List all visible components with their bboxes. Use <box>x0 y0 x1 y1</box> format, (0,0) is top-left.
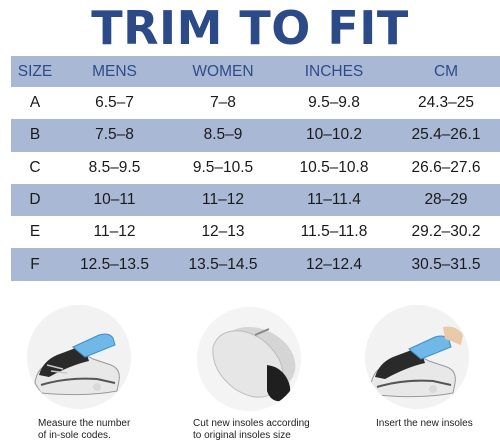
cell-cm: 24.3–25 <box>417 94 475 112</box>
table-row: F 12.5–13.5 13.5–14.5 12–12.4 30.5–31.5 <box>11 248 500 281</box>
cell-size: F <box>30 255 40 273</box>
cell-inches: 11.5–11.8 <box>300 223 368 241</box>
cell-mens: 7.5–8 <box>95 126 134 144</box>
step1-caption-line2: of in-sole codes. <box>38 430 111 441</box>
cell-size: D <box>29 191 41 209</box>
step2-caption: Cut new insoles according to original in… <box>193 418 310 442</box>
sneaker-with-insole-icon <box>27 305 131 409</box>
cell-inches: 10.5–10.8 <box>299 158 369 176</box>
cell-cm: 28–29 <box>424 191 468 209</box>
step1-caption-line1: Measure the number <box>38 418 131 429</box>
table-header-row: SIZE MENS WOMEN INCHES CM <box>11 56 500 87</box>
step3-caption-line1: Insert the new insoles <box>376 418 473 429</box>
insole-cutting-icon <box>197 307 301 411</box>
cell-mens: 6.5–7 <box>95 94 134 112</box>
cell-women: 7–8 <box>210 94 236 112</box>
cell-cm: 29.2–30.2 <box>411 223 481 241</box>
cell-mens: 11–12 <box>93 223 136 241</box>
table-row: E 11–12 12–13 11.5–11.8 29.2–30.2 <box>11 216 500 248</box>
cell-cm: 30.5–31.5 <box>411 255 481 273</box>
header-size: SIZE <box>17 62 53 80</box>
table-row: C 8.5–9.5 9.5–10.5 10.5–10.8 26.6–27.6 <box>11 152 500 184</box>
header-mens: MENS <box>92 62 137 80</box>
cell-mens: 8.5–9.5 <box>88 158 141 176</box>
step3-image <box>365 305 469 409</box>
cell-inches: 12–12.4 <box>305 255 363 273</box>
header-inches: INCHES <box>304 62 364 80</box>
cell-inches: 10–10.2 <box>305 126 363 144</box>
step3-caption: Insert the new insoles <box>376 418 473 430</box>
cell-mens: 10–11 <box>93 191 136 209</box>
table-row: B 7.5–8 8.5–9 10–10.2 25.4–26.1 <box>11 119 500 152</box>
table-row: D 10–11 11–12 11–11.4 28–29 <box>11 183 500 217</box>
cell-women: 13.5–14.5 <box>188 255 258 273</box>
step1-caption: Measure the number of in-sole codes. <box>38 418 130 442</box>
step1-image <box>27 305 131 409</box>
cell-cm: 25.4–26.1 <box>411 126 481 144</box>
cell-size: A <box>29 94 41 112</box>
cell-mens: 12.5–13.5 <box>80 255 149 273</box>
cell-cm: 26.6–27.6 <box>411 158 481 176</box>
cell-size: E <box>29 223 41 241</box>
cell-women: 9.5–10.5 <box>192 158 254 176</box>
header-women: WOMEN <box>192 62 254 80</box>
cell-women: 8.5–9 <box>203 126 243 144</box>
step2-caption-line2: to original insoles size <box>193 430 291 441</box>
header-cm: CM <box>433 62 459 80</box>
size-table: SIZE MENS WOMEN INCHES CM A 6.5–7 7–8 9.… <box>11 56 500 281</box>
cell-women: 12–13 <box>201 223 245 241</box>
table-row: A 6.5–7 7–8 9.5–9.8 24.3–25 <box>11 87 500 119</box>
step2-caption-line1: Cut new insoles according <box>193 418 310 429</box>
cell-size: C <box>29 158 41 176</box>
cell-inches: 9.5–9.8 <box>308 94 360 112</box>
step2-image <box>197 307 301 411</box>
cell-inches: 11–11.4 <box>307 191 361 209</box>
sneaker-insert-insole-icon <box>365 305 469 409</box>
page-title: TRIM TO FIT <box>91 1 409 55</box>
cell-women: 11–12 <box>202 191 244 209</box>
cell-size: B <box>29 126 41 144</box>
